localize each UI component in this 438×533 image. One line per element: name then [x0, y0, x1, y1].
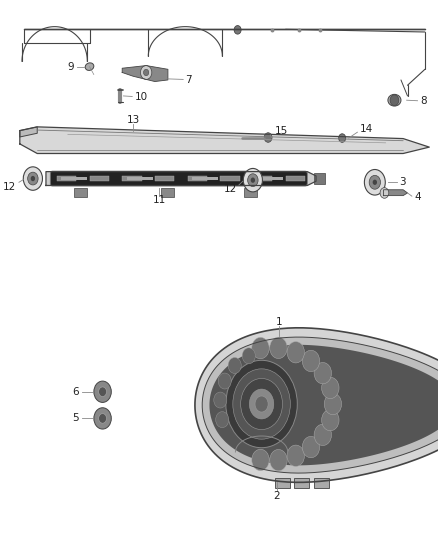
Text: 6: 6: [72, 387, 78, 397]
Bar: [275, 478, 290, 488]
Circle shape: [226, 360, 297, 448]
Text: 2: 2: [273, 491, 280, 500]
Circle shape: [264, 133, 272, 142]
Circle shape: [369, 175, 381, 189]
Bar: [122, 176, 142, 181]
Circle shape: [99, 387, 106, 397]
Bar: [286, 176, 305, 181]
Text: 15: 15: [275, 126, 288, 135]
Bar: [61, 177, 87, 180]
Circle shape: [287, 445, 304, 466]
Polygon shape: [202, 337, 438, 473]
Circle shape: [31, 176, 35, 181]
Ellipse shape: [85, 63, 94, 70]
Polygon shape: [209, 345, 438, 465]
Text: 5: 5: [72, 414, 78, 423]
Circle shape: [28, 172, 38, 185]
Circle shape: [321, 409, 339, 431]
Text: 12: 12: [223, 184, 237, 194]
Circle shape: [364, 169, 385, 195]
Ellipse shape: [388, 94, 401, 106]
Circle shape: [302, 350, 320, 372]
Circle shape: [215, 411, 229, 427]
Circle shape: [302, 437, 320, 458]
Circle shape: [390, 95, 399, 106]
Circle shape: [270, 449, 287, 471]
Circle shape: [234, 26, 241, 34]
Circle shape: [324, 393, 342, 415]
Bar: [192, 177, 218, 180]
Circle shape: [240, 378, 283, 430]
Circle shape: [380, 188, 389, 198]
Circle shape: [255, 396, 268, 412]
Text: 11: 11: [152, 195, 166, 205]
Polygon shape: [20, 127, 429, 154]
Bar: [127, 177, 153, 180]
Circle shape: [249, 389, 274, 419]
Text: 10: 10: [135, 92, 148, 102]
Circle shape: [141, 66, 152, 79]
Circle shape: [339, 134, 346, 142]
Polygon shape: [46, 172, 316, 185]
Circle shape: [228, 358, 241, 374]
Bar: [89, 176, 109, 181]
Circle shape: [242, 348, 255, 364]
Circle shape: [252, 337, 269, 359]
Text: 3: 3: [399, 177, 406, 187]
Circle shape: [251, 177, 255, 183]
Bar: [253, 176, 272, 181]
Text: 14: 14: [360, 124, 373, 134]
Circle shape: [23, 167, 42, 190]
Bar: [161, 188, 174, 197]
Text: 4: 4: [414, 192, 420, 202]
Text: 7: 7: [185, 75, 192, 85]
Circle shape: [314, 424, 332, 446]
Polygon shape: [195, 328, 438, 482]
Circle shape: [144, 69, 149, 76]
Circle shape: [247, 174, 258, 187]
Circle shape: [243, 168, 262, 192]
Bar: [74, 188, 87, 197]
Circle shape: [99, 414, 106, 423]
Bar: [187, 176, 207, 181]
Circle shape: [94, 408, 111, 429]
Circle shape: [233, 369, 290, 439]
Polygon shape: [122, 66, 168, 82]
Circle shape: [218, 373, 231, 389]
Circle shape: [270, 337, 287, 359]
Text: 13: 13: [127, 115, 140, 125]
Bar: [57, 176, 77, 181]
Bar: [220, 176, 240, 181]
Bar: [244, 188, 257, 197]
Circle shape: [214, 392, 227, 408]
Circle shape: [252, 449, 269, 471]
Bar: [294, 478, 310, 488]
Circle shape: [314, 362, 332, 384]
Bar: [314, 478, 329, 488]
Polygon shape: [384, 190, 407, 196]
Bar: [257, 177, 283, 180]
Circle shape: [373, 180, 377, 185]
Bar: [155, 176, 174, 181]
Circle shape: [321, 377, 339, 399]
Text: 12: 12: [3, 182, 16, 191]
Text: 8: 8: [420, 96, 427, 106]
Circle shape: [287, 342, 304, 363]
Bar: [314, 173, 325, 184]
Circle shape: [94, 381, 111, 402]
FancyBboxPatch shape: [50, 171, 307, 186]
Text: 9: 9: [67, 62, 74, 71]
Text: 1: 1: [276, 318, 283, 327]
Polygon shape: [20, 127, 37, 137]
